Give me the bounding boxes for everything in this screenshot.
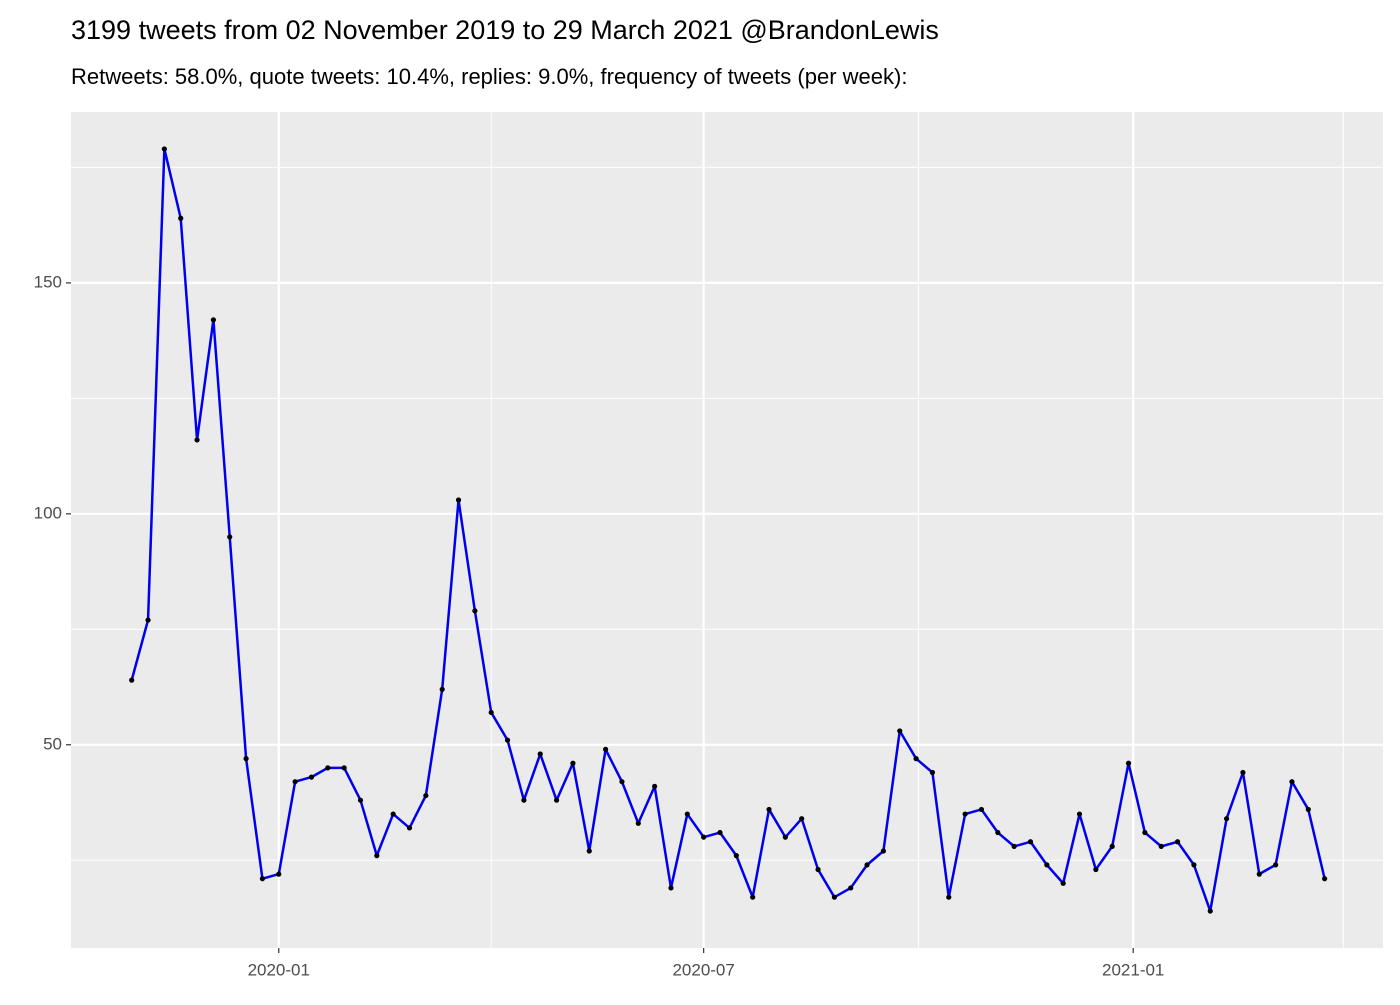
data-point (1093, 866, 1099, 873)
data-point (374, 853, 380, 859)
data-point (701, 834, 707, 840)
x-tick-label: 2020-01 (248, 960, 310, 979)
data-point (308, 774, 315, 780)
data-point (1289, 779, 1295, 785)
data-point (652, 783, 658, 789)
plot-panel (71, 112, 1383, 948)
chart-subtitle: Retweets: 58.0%, quote tweets: 10.4%, re… (71, 64, 907, 89)
data-point (1322, 876, 1328, 882)
data-point (619, 779, 625, 785)
data-point (766, 806, 772, 813)
data-point (1256, 871, 1262, 877)
data-point (1011, 843, 1017, 849)
data-point (815, 866, 821, 873)
y-tick-label: 100 (34, 503, 62, 522)
data-point (962, 811, 968, 817)
data-point (1174, 839, 1181, 845)
data-point (227, 534, 233, 540)
data-point (586, 848, 592, 854)
data-point (929, 769, 936, 776)
data-point (210, 317, 217, 323)
data-point (799, 816, 805, 822)
data-point (325, 765, 331, 771)
data-point (521, 797, 527, 803)
data-point (684, 811, 690, 817)
data-point (995, 829, 1001, 836)
data-point (341, 765, 347, 771)
data-point (831, 894, 837, 900)
data-point (472, 608, 478, 614)
chart-title: 3199 tweets from 02 November 2019 to 29 … (71, 15, 939, 45)
data-point (750, 894, 756, 900)
data-point (455, 497, 462, 503)
data-point (145, 617, 151, 623)
data-point (292, 779, 298, 785)
data-point (1273, 862, 1279, 868)
data-point (897, 728, 903, 734)
data-point (1223, 816, 1230, 822)
data-point (668, 885, 674, 891)
data-point (782, 834, 788, 840)
data-point (178, 215, 184, 221)
series-line (130, 147, 1326, 913)
data-point (259, 876, 266, 882)
data-point (733, 853, 739, 859)
data-point (946, 894, 952, 900)
data-point (1240, 769, 1246, 776)
data-point (1125, 760, 1132, 766)
data-point (864, 862, 870, 868)
data-point (390, 811, 396, 817)
data-point (423, 792, 429, 799)
data-point (161, 146, 167, 152)
data-point (357, 797, 364, 803)
data-point (1027, 839, 1034, 845)
data-point (1044, 862, 1050, 868)
data-point (504, 737, 511, 743)
data-point (570, 760, 576, 766)
y-tick-label: 150 (34, 272, 62, 291)
data-point (1158, 843, 1164, 849)
data-point (488, 709, 494, 716)
data-point (880, 848, 887, 854)
data-point (129, 677, 135, 683)
data-point (913, 756, 919, 762)
data-point (1076, 811, 1083, 817)
data-point (848, 885, 854, 891)
y-tick-label: 50 (43, 734, 62, 753)
data-point (1305, 806, 1311, 813)
data-point (603, 746, 609, 752)
x-tick-label: 2021-01 (1102, 960, 1164, 979)
data-point (1142, 829, 1148, 836)
data-point (978, 806, 985, 813)
data-point (635, 820, 641, 826)
data-point (717, 829, 723, 836)
data-point (439, 686, 445, 692)
data-point (243, 756, 249, 762)
data-point (1060, 880, 1066, 886)
data-point (406, 825, 413, 831)
data-point (1207, 908, 1213, 914)
data-point (553, 797, 560, 803)
data-point (276, 871, 282, 877)
data-point (1109, 843, 1115, 849)
data-point (537, 751, 543, 757)
data-point (194, 437, 200, 443)
data-point (1191, 862, 1197, 868)
x-tick-label: 2020-07 (672, 960, 734, 979)
